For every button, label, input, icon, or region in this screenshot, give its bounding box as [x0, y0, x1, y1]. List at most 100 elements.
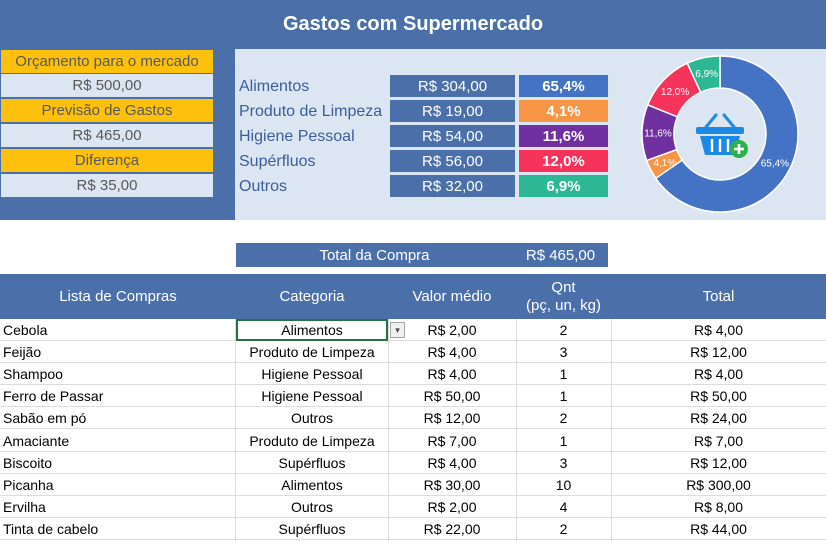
value-cell[interactable]: R$ 22,00 — [423, 521, 481, 537]
table-row: Ferro de Passar Higiene Pessoal R$ 50,00… — [0, 385, 826, 407]
category-value[interactable]: R$ 56,00 — [390, 150, 515, 172]
header-valor[interactable]: Valor médio — [412, 287, 492, 305]
item-cell[interactable]: Cebola — [3, 322, 48, 338]
category-value[interactable]: R$ 54,00 — [390, 125, 515, 147]
item-cell[interactable]: Biscoito — [3, 455, 53, 471]
table-row: Cebola Alimentos R$ 2,00 2 R$ 4,00 — [0, 319, 826, 341]
table-row: Shampoo Higiene Pessoal R$ 4,00 1 R$ 4,0… — [0, 363, 826, 385]
table-row: Sabão em pó Outros R$ 12,00 2 R$ 24,00 — [0, 407, 826, 429]
category-name[interactable]: Outros — [239, 177, 288, 195]
item-cell[interactable]: Ervilha — [3, 499, 46, 515]
header-qnt-line2: (pç, un, kg) — [525, 296, 602, 314]
value-cell[interactable]: R$ 4,00 — [427, 455, 477, 471]
value-cell[interactable]: R$ 2,00 — [427, 322, 477, 338]
category-name[interactable]: Alimentos — [239, 77, 310, 95]
total-cell[interactable]: R$ 8,00 — [693, 499, 744, 515]
total-cell[interactable]: R$ 12,00 — [690, 455, 747, 471]
item-cell[interactable]: Feijão — [3, 344, 42, 360]
category-value[interactable]: R$ 32,00 — [390, 175, 515, 197]
table-row: Feijão Produto de Limpeza R$ 4,00 3 R$ 1… — [0, 341, 826, 363]
category-cell[interactable]: Alimentos — [236, 319, 388, 341]
previsao-label[interactable]: Previsão de Gastos — [1, 99, 213, 122]
category-name[interactable]: Produto de Limpeza — [239, 102, 383, 120]
qnt-cell[interactable]: 10 — [555, 477, 572, 493]
table-row: Biscoito Supérfluos R$ 4,00 3 R$ 12,00 — [0, 452, 826, 474]
qnt-cell[interactable]: 1 — [559, 433, 568, 449]
value-cell[interactable]: R$ 12,00 — [423, 410, 481, 426]
total-label[interactable]: Total da Compra — [236, 243, 513, 267]
donut-slice-outros[interactable] — [686, 55, 721, 94]
category-name[interactable]: Higiene Pessoal — [239, 127, 355, 145]
header-categoria[interactable]: Categoria — [279, 287, 345, 305]
qnt-cell[interactable]: 2 — [559, 521, 568, 537]
total-cell[interactable]: R$ 300,00 — [686, 477, 751, 493]
total-cell[interactable]: R$ 50,00 — [690, 388, 747, 404]
donut-data-label: 65,4% — [761, 158, 789, 169]
category-value[interactable]: R$ 19,00 — [390, 100, 515, 122]
qnt-cell[interactable]: 3 — [559, 344, 568, 360]
item-cell[interactable]: Sabão em pó — [3, 410, 87, 426]
item-cell[interactable]: Shampoo — [3, 366, 63, 382]
header-total[interactable]: Total — [702, 287, 735, 305]
category-name[interactable]: Supérfluos — [239, 152, 316, 170]
diferenca-value[interactable]: R$ 35,00 — [1, 174, 213, 197]
value-cell[interactable]: R$ 4,00 — [427, 344, 477, 360]
value-cell[interactable]: R$ 4,00 — [427, 366, 477, 382]
item-cell[interactable]: Picanha — [3, 477, 54, 493]
category-cell[interactable]: Alimentos — [281, 477, 343, 493]
category-percent[interactable]: 4,1% — [519, 100, 608, 122]
category-cell[interactable]: Higiene Pessoal — [261, 388, 363, 404]
grid-line — [611, 319, 612, 541]
item-cell[interactable]: Amaciante — [3, 433, 70, 449]
qnt-cell[interactable]: 4 — [559, 499, 568, 515]
category-percent[interactable]: 65,4% — [519, 75, 608, 97]
dropdown-arrow-icon[interactable]: ▾ — [390, 322, 405, 338]
item-cell[interactable]: Tinta de cabelo — [3, 521, 99, 537]
category-cell[interactable]: Outros — [290, 410, 333, 426]
total-cell[interactable]: R$ 12,00 — [690, 344, 747, 360]
table-row: Picanha Alimentos R$ 30,00 10 R$ 300,00 — [0, 474, 826, 496]
donut-data-label: 11,6% — [644, 128, 672, 139]
value-cell[interactable]: R$ 30,00 — [423, 477, 481, 493]
qnt-cell[interactable]: 3 — [559, 455, 568, 471]
category-cell[interactable]: Supérfluos — [278, 521, 346, 537]
total-cell[interactable]: R$ 4,00 — [693, 366, 744, 382]
qnt-cell[interactable]: 1 — [559, 388, 568, 404]
donut-data-label: 4,1% — [653, 158, 676, 169]
orcamento-label[interactable]: Orçamento para o mercado — [1, 50, 213, 73]
shopping-basket-add-icon — [696, 113, 748, 158]
previsao-value[interactable]: R$ 465,00 — [1, 124, 213, 147]
table-row: Amaciante Produto de Limpeza R$ 7,00 1 R… — [0, 430, 826, 452]
value-cell[interactable]: R$ 50,00 — [423, 388, 481, 404]
header-qnt[interactable]: Qnt (pç, un, kg) — [516, 274, 611, 319]
total-cell[interactable]: R$ 44,00 — [690, 521, 747, 537]
expense-donut-chart[interactable]: 65,4% 4,1% 11,6% 12,0% 6,9% — [620, 49, 820, 220]
page-title: Gastos com Supermercado — [0, 0, 826, 49]
orcamento-value[interactable]: R$ 500,00 — [1, 74, 213, 97]
diferenca-label[interactable]: Diferença — [1, 149, 213, 172]
header-lista[interactable]: Lista de Compras — [59, 287, 177, 305]
category-cell[interactable]: Supérfluos — [278, 455, 346, 471]
category-percent[interactable]: 6,9% — [519, 175, 608, 197]
qnt-cell[interactable]: 1 — [559, 366, 568, 382]
category-cell[interactable]: Produto de Limpeza — [249, 433, 375, 449]
grid-line — [388, 319, 389, 541]
donut-data-label: 6,9% — [695, 69, 718, 80]
category-percent[interactable]: 12,0% — [519, 150, 608, 172]
category-cell[interactable]: Produto de Limpeza — [249, 344, 375, 360]
table-row: Ervilha Outros R$ 2,00 4 R$ 8,00 — [0, 496, 826, 518]
category-cell[interactable]: Outros — [290, 499, 333, 515]
item-cell[interactable]: Ferro de Passar — [3, 388, 104, 404]
total-value[interactable]: R$ 465,00 — [513, 243, 608, 267]
category-percent[interactable]: 11,6% — [519, 125, 608, 147]
qnt-cell[interactable]: 2 — [559, 410, 568, 426]
category-value[interactable]: R$ 304,00 — [390, 75, 515, 97]
value-cell[interactable]: R$ 7,00 — [427, 433, 477, 449]
category-cell[interactable]: Higiene Pessoal — [261, 366, 363, 382]
donut-slice-alimentos[interactable] — [654, 55, 799, 213]
total-cell[interactable]: R$ 4,00 — [693, 322, 744, 338]
total-cell[interactable]: R$ 7,00 — [693, 433, 744, 449]
value-cell[interactable]: R$ 2,00 — [427, 499, 477, 515]
total-cell[interactable]: R$ 24,00 — [690, 410, 747, 426]
qnt-cell[interactable]: 2 — [559, 322, 568, 338]
